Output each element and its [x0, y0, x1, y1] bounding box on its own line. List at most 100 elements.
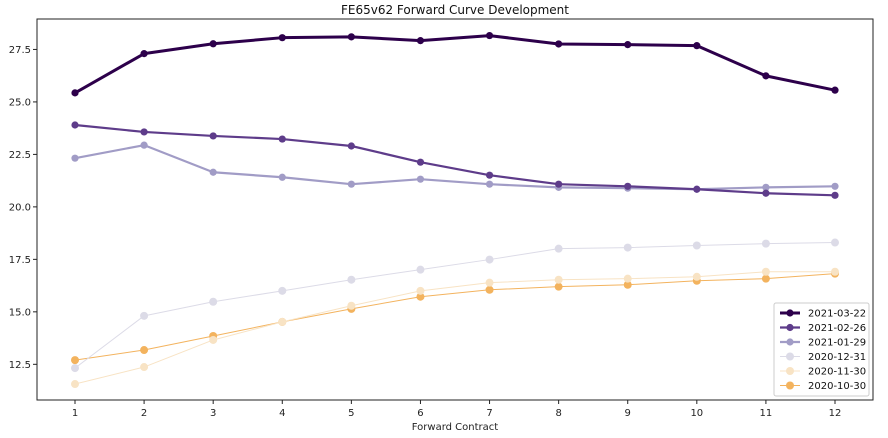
- data-point: [485, 285, 494, 294]
- data-point: [554, 244, 563, 253]
- data-point: [347, 301, 356, 310]
- chart-title: FE65v62 Forward Curve Development: [341, 3, 569, 17]
- series-line: [74, 273, 836, 361]
- data-point: [416, 37, 425, 45]
- legend-item: 2020-12-31: [780, 352, 866, 363]
- legend-label: 2021-03-22: [808, 309, 866, 320]
- data-point: [831, 238, 839, 247]
- data-point: [624, 182, 632, 190]
- data-point: [623, 243, 632, 252]
- legend-marker: [786, 381, 794, 390]
- data-point: [554, 275, 563, 284]
- series-line: [74, 123, 836, 197]
- legend-marker: [786, 367, 794, 375]
- x-tick-label: 12: [829, 408, 842, 419]
- y-tick-label: 17.5: [9, 255, 31, 266]
- data-point: [71, 380, 79, 389]
- y-tick-label: 27.5: [9, 45, 31, 56]
- data-point: [347, 142, 355, 150]
- legend-marker: [786, 352, 794, 361]
- axes-frame: [36, 18, 874, 401]
- data-point: [71, 121, 79, 129]
- x-tick-label: 1: [72, 408, 78, 419]
- data-point: [347, 180, 355, 188]
- y-tick-label: 20.0: [9, 202, 31, 213]
- series-2020-10-30: [71, 269, 839, 365]
- x-tick-label: 8: [555, 408, 561, 419]
- legend-marker: [786, 309, 794, 317]
- data-point: [278, 317, 287, 326]
- x-tick-label: 3: [210, 408, 216, 419]
- data-point: [623, 280, 632, 289]
- data-point: [761, 239, 770, 248]
- y-tick-label: 25.0: [9, 97, 31, 108]
- data-point: [278, 135, 286, 143]
- data-point: [485, 255, 494, 264]
- data-point: [485, 31, 494, 40]
- data-point: [278, 286, 287, 295]
- data-point: [762, 183, 770, 191]
- data-point: [623, 274, 632, 283]
- data-point: [278, 173, 286, 181]
- data-point: [140, 141, 148, 149]
- data-point: [485, 171, 494, 179]
- y-tick-label: 22.5: [9, 150, 31, 161]
- legend-marker: [786, 323, 794, 332]
- data-point: [209, 335, 218, 344]
- y-tick-label: 12.5: [9, 360, 31, 371]
- y-tick-label: 15.0: [9, 307, 31, 318]
- x-tick-label: 4: [279, 408, 285, 419]
- data-point: [831, 267, 839, 276]
- data-point: [762, 72, 770, 80]
- x-tick-label: 11: [760, 408, 773, 419]
- data-point: [140, 50, 148, 58]
- legend-label: 2020-11-30: [808, 367, 866, 378]
- data-point: [555, 180, 563, 188]
- data-point: [693, 42, 701, 50]
- data-point: [693, 185, 701, 193]
- data-point: [71, 154, 79, 162]
- data-point: [140, 311, 149, 320]
- legend-item: 2021-03-22: [780, 309, 866, 320]
- series-2021-03-22: [71, 31, 839, 97]
- legend-item: 2020-10-30: [780, 381, 866, 392]
- series-2020-12-31: [71, 238, 839, 373]
- data-point: [831, 86, 839, 94]
- data-point: [761, 267, 770, 276]
- data-point: [140, 363, 149, 372]
- data-point: [485, 278, 494, 287]
- data-point: [416, 286, 425, 295]
- plot-area: [71, 31, 839, 389]
- series-line: [74, 144, 836, 191]
- data-point: [416, 175, 425, 183]
- legend-item: 2021-02-26: [780, 323, 866, 334]
- series-2021-01-29: [71, 141, 839, 193]
- series-2020-11-30: [71, 267, 839, 389]
- data-point: [209, 132, 217, 140]
- x-axis: 1 2 3 4 5 6 7 8 9 10 11 12: [72, 400, 842, 419]
- series-line: [74, 271, 835, 385]
- data-point: [416, 158, 425, 166]
- data-point: [347, 275, 356, 284]
- y-axis: 12.5 15.0 17.5 20.0 22.5 25.0 27.5: [9, 45, 37, 371]
- x-tick-label: 10: [690, 408, 703, 419]
- x-tick-label: 6: [417, 408, 423, 419]
- legend-box: [773, 302, 870, 397]
- data-point: [71, 356, 79, 365]
- series-2021-02-26: [71, 121, 839, 199]
- x-tick-label: 9: [625, 408, 631, 419]
- data-point: [416, 265, 425, 274]
- data-point: [209, 297, 218, 306]
- data-point: [761, 274, 770, 283]
- legend-label: 2020-12-31: [808, 352, 866, 363]
- legend-marker: [786, 338, 794, 346]
- data-point: [278, 34, 286, 42]
- x-tick-label: 2: [141, 408, 147, 419]
- data-point: [140, 346, 149, 355]
- legend-item: 2021-01-29: [780, 338, 866, 349]
- data-point: [624, 41, 632, 49]
- data-point: [831, 191, 839, 199]
- data-point: [71, 364, 79, 373]
- data-point: [831, 182, 839, 190]
